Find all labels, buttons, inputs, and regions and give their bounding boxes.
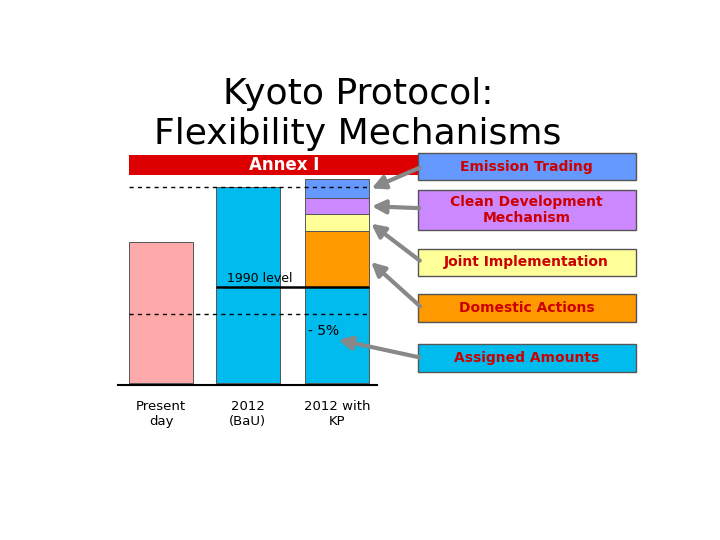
FancyBboxPatch shape: [418, 191, 636, 230]
Text: Joint Implementation: Joint Implementation: [444, 255, 609, 269]
Text: Domestic Actions: Domestic Actions: [459, 301, 595, 315]
FancyBboxPatch shape: [305, 198, 369, 214]
Text: Emission Trading: Emission Trading: [460, 160, 593, 174]
FancyBboxPatch shape: [418, 294, 636, 322]
Text: Kyoto Protocol:
Flexibility Mechanisms: Kyoto Protocol: Flexibility Mechanisms: [154, 77, 562, 151]
Text: - 5%: - 5%: [307, 324, 338, 338]
FancyBboxPatch shape: [418, 248, 636, 276]
Text: 2012
(BaU): 2012 (BaU): [229, 400, 266, 428]
FancyBboxPatch shape: [129, 155, 438, 175]
FancyBboxPatch shape: [129, 241, 193, 383]
FancyBboxPatch shape: [305, 214, 369, 231]
Text: Clean Development
Mechanism: Clean Development Mechanism: [450, 195, 603, 225]
Text: 2012 with
KP: 2012 with KP: [304, 400, 370, 428]
FancyBboxPatch shape: [418, 153, 636, 180]
FancyBboxPatch shape: [305, 287, 369, 383]
Text: Assigned Amounts: Assigned Amounts: [454, 351, 599, 365]
FancyBboxPatch shape: [305, 231, 369, 287]
FancyBboxPatch shape: [305, 179, 369, 198]
FancyBboxPatch shape: [215, 187, 280, 383]
Text: 1990 level: 1990 level: [228, 272, 293, 285]
Text: Present
day: Present day: [136, 400, 186, 428]
Text: Annex I: Annex I: [248, 156, 319, 174]
FancyBboxPatch shape: [418, 344, 636, 372]
